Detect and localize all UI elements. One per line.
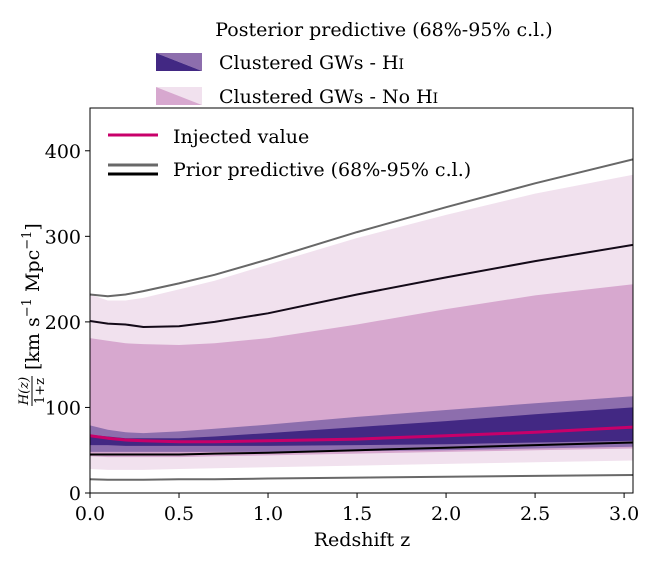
outer-legend-entry-nohi: Clustered GWs - No HI — [156, 86, 438, 108]
band-hi-68 — [90, 407, 633, 446]
plot-frame — [89, 107, 634, 494]
x-axis: 0.0 0.5 1.0 1.5 2.0 2.5 3.0 — [75, 493, 639, 525]
outer-legend-label-hi-sc: I — [399, 57, 405, 73]
x-tick-label: 1.5 — [342, 503, 372, 525]
y-tick-label: 300 — [45, 226, 81, 248]
lines-layer — [90, 158, 633, 481]
x-tick-label: 1.0 — [253, 503, 283, 525]
outer-legend-title: Posterior predictive (68%-95% c.l.) — [215, 19, 552, 41]
x-tick-label: 2.5 — [520, 503, 550, 525]
x-tick-label: 2.0 — [431, 503, 461, 525]
y-axis-label-exp2: −1 — [20, 231, 35, 250]
x-tick-label: 0.0 — [75, 503, 105, 525]
x-axis-label: Redshift z — [314, 529, 411, 551]
y-tick-label: 200 — [45, 312, 81, 334]
y-axis-label-units-open: [km s — [22, 317, 44, 370]
outer-legend-swatch-nohi-dark — [156, 87, 202, 105]
line-prior-68-upper — [90, 243, 633, 328]
line-injected-value — [90, 425, 633, 444]
inner-legend-label-injected: Injected value — [173, 126, 309, 148]
outer-legend-label-nohi-sc: I — [433, 91, 439, 107]
bands-layer — [90, 174, 633, 470]
y-tick-label: 100 — [45, 397, 81, 419]
outer-legend-label-nohi-main: Clustered GWs - No H — [219, 86, 433, 108]
y-axis-label: H(z) 1+z [km s−1 Mpc−1] — [17, 223, 48, 406]
y-axis-label-numerator: H(z) — [17, 377, 32, 406]
y-axis-label-units: [km s−1 Mpc−1] — [20, 223, 44, 370]
inner-legend: Injected value Prior predictive (68%-95%… — [108, 126, 471, 181]
y-tick-label: 400 — [45, 141, 81, 163]
outer-legend-entry-hi: Clustered GWs - HI — [156, 52, 404, 74]
line-prior-68-lower — [90, 441, 633, 456]
outer-legend-swatch-hi-dark — [156, 53, 202, 71]
outer-legend: Posterior predictive (68%-95% c.l.) Clus… — [156, 19, 553, 108]
y-axis-label-units-mid: Mpc — [22, 250, 44, 292]
y-axis-label-units-close: ] — [22, 223, 44, 230]
y-axis-label-denominator: 1+z — [33, 378, 48, 404]
line-prior-95-lower — [90, 474, 633, 481]
x-tick-label: 3.0 — [609, 503, 639, 525]
line-prior-95-upper — [90, 158, 633, 298]
inner-legend-label-prior: Prior predictive (68%-95% c.l.) — [173, 159, 471, 181]
x-tick-label: 0.5 — [164, 503, 194, 525]
outer-legend-label-nohi: Clustered GWs - No HI — [219, 86, 438, 108]
outer-legend-label-hi-main: Clustered GWs - H — [219, 52, 399, 74]
y-axis-label-exp1: −1 — [20, 298, 35, 317]
plot-area: 0.0 0.5 1.0 1.5 2.0 2.5 3.0 0 100 200 300 400 — [45, 107, 639, 525]
outer-legend-label-hi: Clustered GWs - HI — [219, 52, 404, 74]
y-tick-label: 0 — [69, 483, 81, 505]
y-axis: 0 100 200 300 400 — [45, 141, 90, 505]
